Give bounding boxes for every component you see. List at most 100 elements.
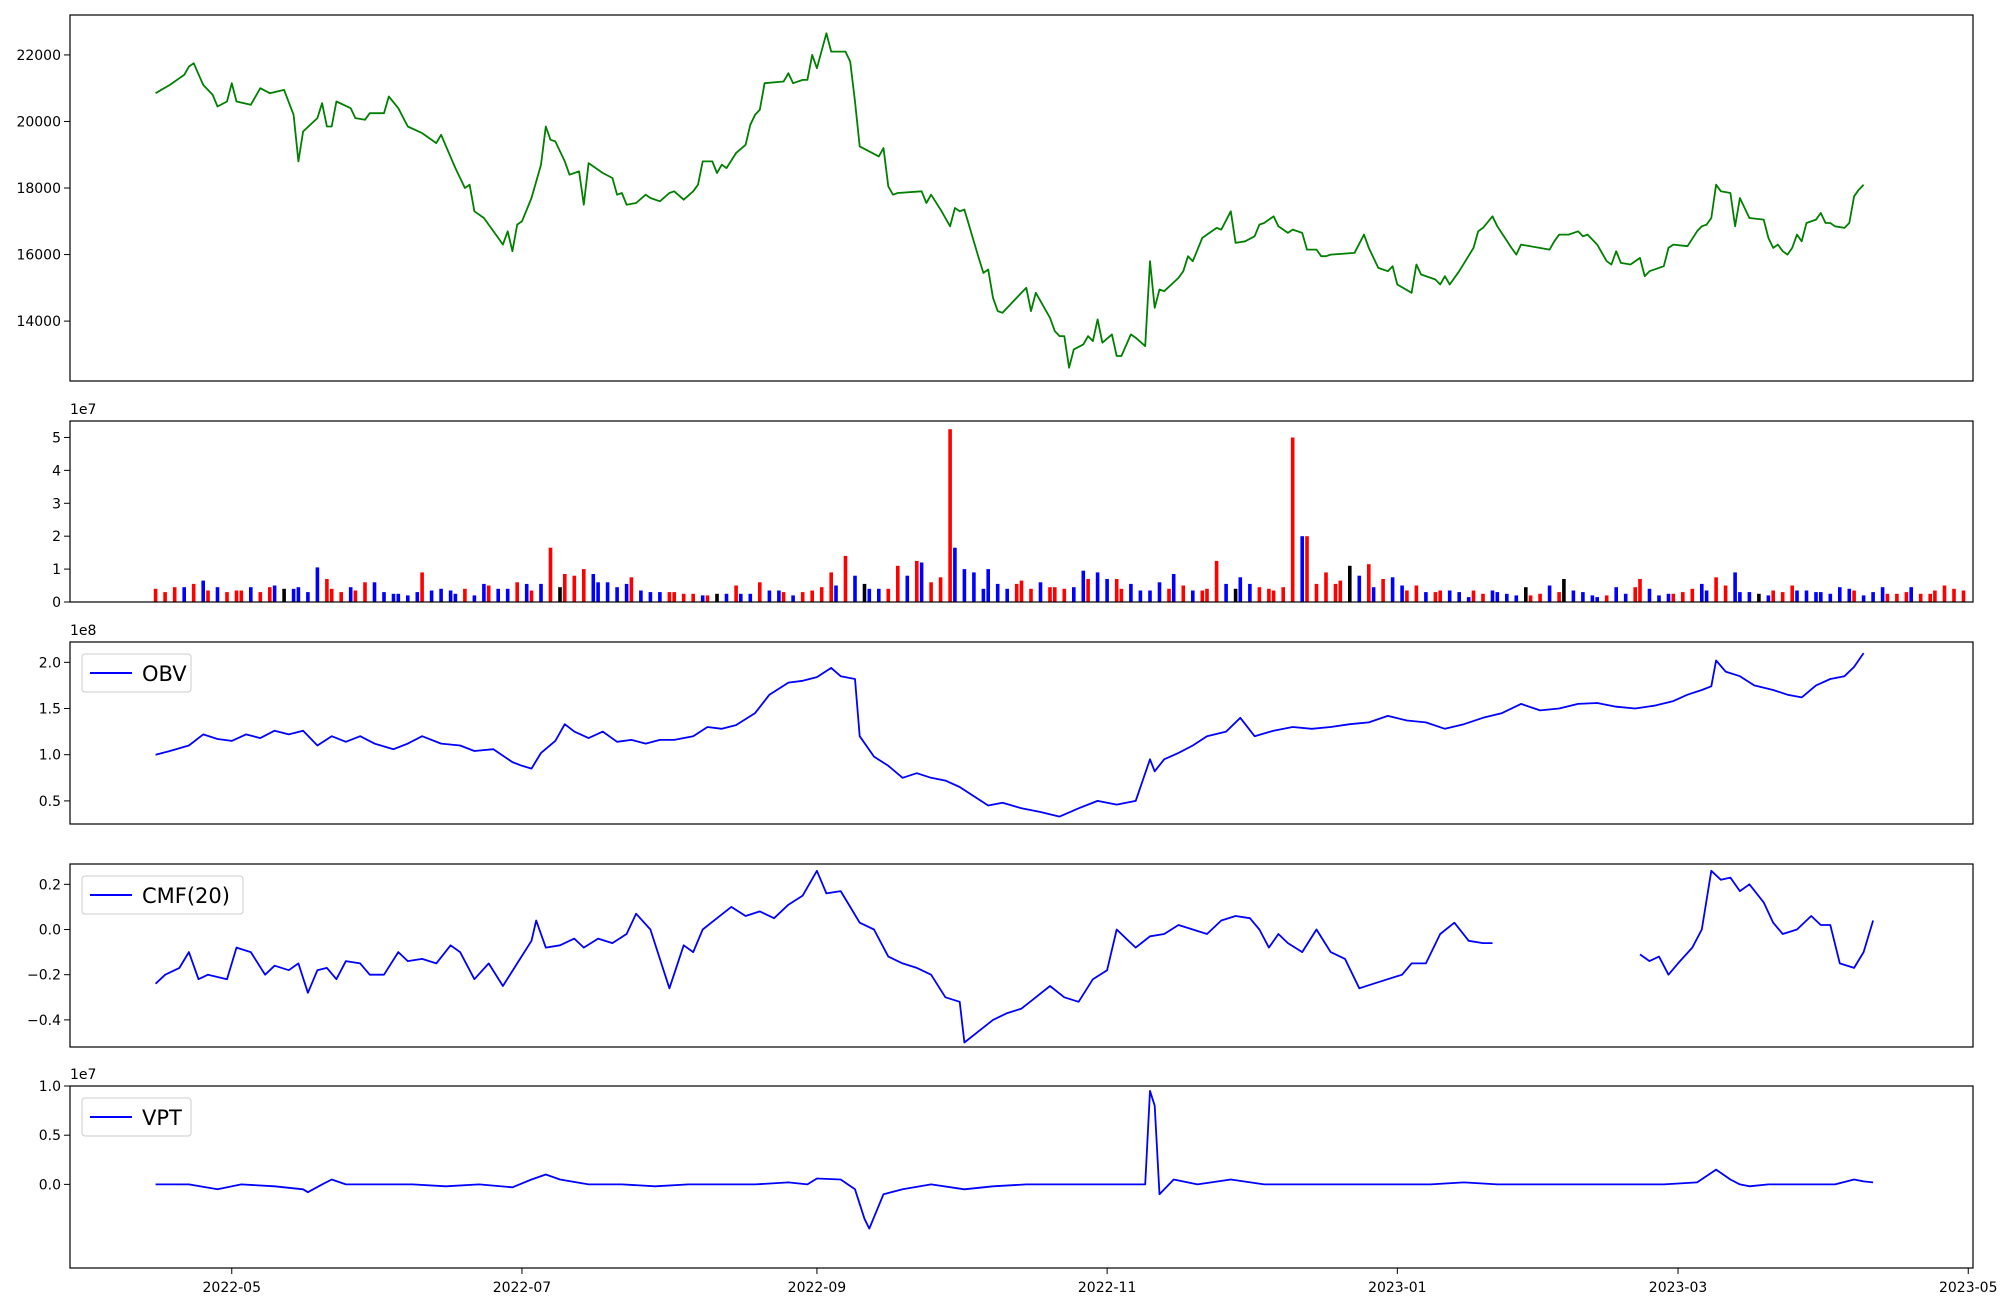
volume-bar [296, 587, 301, 602]
volume-bar [1224, 583, 1228, 602]
volume-bar [724, 593, 729, 602]
volume-bar [1885, 593, 1890, 602]
volume-bar [486, 585, 491, 602]
obv-y-axis: 0.5 1.0 1.5 2.0 [39, 655, 70, 810]
xtick-label: 2022-05 [203, 1280, 262, 1296]
volume-y-axis: 0 1 2 3 4 5 [52, 430, 70, 611]
volume-bar [1690, 588, 1695, 602]
obv-offset-label: 1e8 [70, 623, 96, 639]
volume-ytick-label: 3 [52, 496, 61, 512]
price-ytick-label: 18000 [16, 181, 61, 197]
vpt-series-line [155, 1090, 1874, 1230]
volume-bar [201, 580, 205, 602]
price-ytick-label: 16000 [16, 248, 61, 264]
volume-bar [1271, 590, 1276, 602]
volume-bar [1281, 587, 1285, 602]
volume-bar [658, 592, 662, 602]
volume-bar [1505, 593, 1509, 602]
cmf-axes-frame [69, 863, 1974, 1048]
volume-bar [515, 582, 519, 602]
volume-bar [667, 592, 672, 602]
volume-bar [429, 590, 434, 602]
volume-bar [1181, 585, 1186, 602]
volume-bar [172, 587, 177, 602]
vpt-ytick-label: 0.0 [39, 1177, 61, 1193]
volume-bar [681, 593, 686, 602]
volume-bar [1062, 588, 1067, 602]
volume-bar [1490, 590, 1495, 602]
volume-bar [596, 582, 600, 602]
xtick-label: 2023-01 [1368, 1280, 1427, 1296]
volume-bar [591, 574, 596, 602]
volume-bar [953, 547, 957, 602]
volume-bar [862, 583, 867, 602]
volume-bar [206, 590, 210, 602]
volume-bar [1114, 579, 1119, 602]
volume-bar [572, 575, 577, 602]
volume-bar [1438, 590, 1442, 602]
volume-bar [1167, 588, 1171, 602]
volume-bar [1433, 592, 1438, 602]
volume-bar [1590, 595, 1595, 602]
volume-bar [1571, 590, 1576, 602]
volume-bar [563, 574, 567, 602]
volume-bar [1300, 536, 1304, 602]
volume-bar [1466, 597, 1471, 602]
volume-bar [420, 572, 424, 602]
volume-bar [382, 592, 386, 602]
volume-bar [325, 579, 329, 602]
volume-bar [981, 588, 986, 602]
volume-bar [539, 583, 543, 602]
volume-bar [1623, 593, 1628, 602]
volume-bar [962, 569, 967, 602]
volume-bar [1961, 590, 1966, 602]
obv-legend-label: OBV [142, 662, 187, 686]
volume-bar [1733, 572, 1737, 602]
volume-bar [1038, 582, 1043, 602]
volume-bar [1086, 579, 1090, 602]
volume-bar [1029, 588, 1033, 602]
xtick-label: 2023-03 [1649, 1280, 1708, 1296]
cmf-ytick-label: −0.4 [27, 1013, 61, 1029]
volume-bar [1214, 560, 1219, 602]
xtick-label: 2022-07 [493, 1280, 552, 1296]
volume-bar [234, 590, 239, 602]
volume-bar [329, 588, 334, 602]
volume-bar [1105, 579, 1109, 602]
volume-bar [819, 587, 824, 602]
cmf-legend-box [81, 875, 244, 915]
shared-x-axis: 2022-05 2022-07 2022-09 2022-11 2023-01 2023-… [203, 1268, 1998, 1296]
vpt-axes-frame [69, 1085, 1974, 1269]
volume-ytick-label: 5 [52, 430, 61, 446]
volume-bar [1014, 583, 1019, 602]
vpt-ytick-label: 0.5 [39, 1128, 61, 1144]
volume-bar [1257, 587, 1262, 602]
volume-bar [938, 577, 943, 602]
volume-offset-label: 1e7 [70, 402, 96, 418]
vpt-offset-label: 1e7 [70, 1067, 96, 1083]
volume-bar [691, 593, 695, 602]
volume-bar [505, 588, 510, 602]
volume-bar [639, 590, 643, 602]
volume-bar [1847, 588, 1852, 602]
volume-bar [472, 595, 477, 602]
volume-bar [1880, 587, 1885, 602]
panel-obv: 0.5 1.0 1.5 2.0 1e8 OBV [39, 623, 1974, 825]
volume-bar [1633, 587, 1637, 602]
volume-bar [1129, 583, 1133, 602]
volume-bar [1933, 590, 1937, 602]
volume-bar [1205, 588, 1209, 602]
volume-bar [715, 593, 719, 602]
obv-series-line [155, 652, 1865, 818]
volume-bar [363, 582, 367, 602]
volume-bar [1766, 595, 1771, 602]
xtick-label: 2023-05 [1939, 1280, 1998, 1296]
volume-bar [829, 572, 833, 602]
volume-bar [1514, 595, 1519, 602]
panel-vpt: 0.0 0.5 1.0 1e7 VPT [39, 1067, 1974, 1269]
volume-bar [1714, 577, 1718, 602]
volume-bar [1547, 585, 1552, 602]
volume-bar [315, 567, 320, 602]
